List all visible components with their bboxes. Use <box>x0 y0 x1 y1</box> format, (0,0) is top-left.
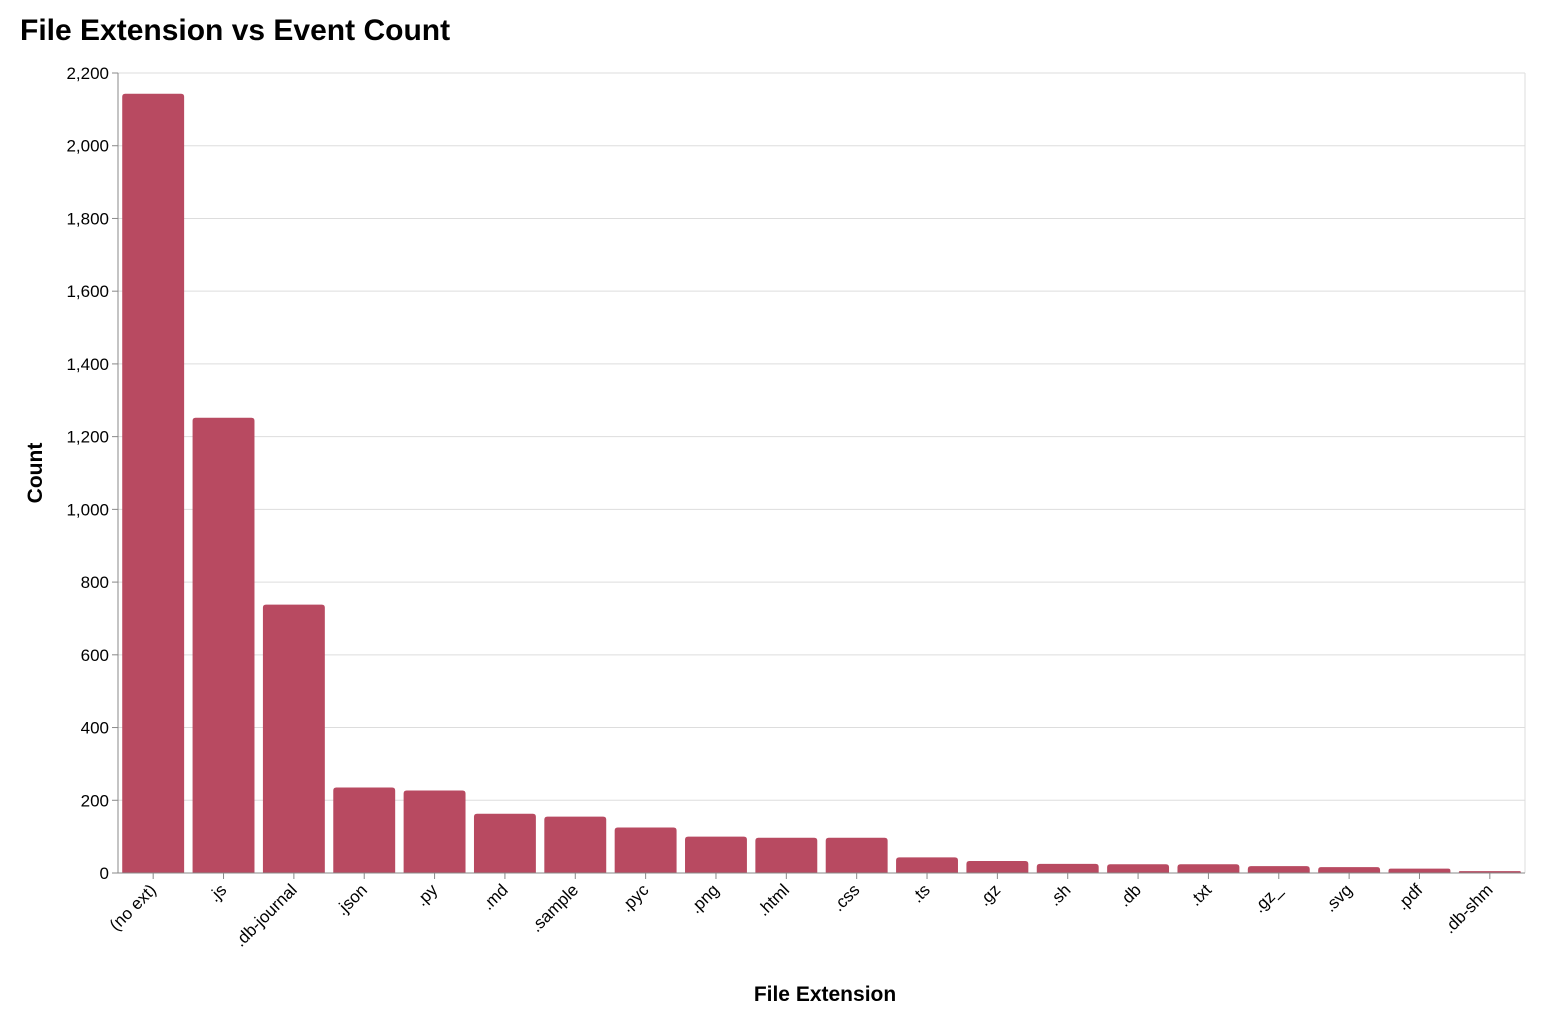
x-axis-title: File Extension <box>754 983 896 1006</box>
bar <box>825 837 888 873</box>
y-tick-label: 600 <box>81 646 109 665</box>
y-tick-label: 1,600 <box>66 282 109 301</box>
bar <box>1318 867 1381 873</box>
x-tick-label: .db-journal <box>230 880 300 950</box>
x-tick-label: .txt <box>1186 880 1216 910</box>
bar <box>192 417 255 873</box>
chart-title: File Extension vs Event Count <box>20 14 451 47</box>
x-tick-label: .ts <box>908 880 934 906</box>
x-tick-label: (no ext) <box>106 880 160 934</box>
y-tick-label: 0 <box>100 864 109 883</box>
bar <box>262 604 325 873</box>
bar <box>1107 864 1170 873</box>
x-tick-label: .gz <box>975 880 1004 909</box>
x-tick-label: .css <box>829 880 864 915</box>
bar <box>1247 866 1310 873</box>
bar <box>896 857 958 873</box>
y-tick-label: 1,800 <box>66 209 109 228</box>
x-tick-label: .gz_ <box>1249 880 1286 917</box>
axes <box>117 73 1525 874</box>
x-axis-ticks: (no ext) .js .db-journal .json .py .md .sample… <box>106 873 1497 951</box>
y-tick-label: 400 <box>81 719 109 738</box>
y-axis-title: Count <box>24 443 47 504</box>
y-tick-label: 2,000 <box>66 137 109 156</box>
bar <box>1036 863 1099 873</box>
x-tick-label: .svg <box>1320 880 1355 915</box>
y-tick-label: 1,200 <box>66 428 109 447</box>
bars <box>122 93 1521 873</box>
x-tick-label: .db-shm <box>1440 880 1497 937</box>
y-tick-label: 800 <box>81 573 109 592</box>
x-tick-label: .sample <box>527 880 583 936</box>
bar <box>1177 864 1240 873</box>
bar <box>614 827 677 873</box>
bar <box>685 836 747 873</box>
y-axis-ticks: 0 200 400 600 800 1,000 1,200 1,400 1,600 1,800 2,… <box>66 64 118 883</box>
x-tick-label: .png <box>686 880 723 917</box>
bar <box>122 93 185 873</box>
bar <box>473 813 536 873</box>
x-tick-label: .sh <box>1045 880 1074 909</box>
y-tick-label: 200 <box>81 791 109 810</box>
bar <box>966 861 1029 873</box>
y-tick-label: 2,200 <box>66 64 109 83</box>
bar <box>544 816 607 873</box>
x-tick-label: .html <box>754 880 793 919</box>
x-tick-label: .js <box>205 880 230 905</box>
gridlines <box>118 72 1526 874</box>
bar <box>333 787 396 873</box>
y-tick-label: 1,400 <box>66 355 109 374</box>
x-tick-label: .pyc <box>617 880 653 916</box>
x-tick-label: .md <box>478 880 511 913</box>
bar <box>403 790 466 873</box>
bar <box>1388 868 1451 873</box>
x-tick-label: .pdf <box>1393 880 1427 914</box>
y-tick-label: 1,000 <box>66 500 109 519</box>
x-tick-label: .py <box>412 880 442 910</box>
x-tick-label: .db <box>1115 880 1145 910</box>
x-tick-label: .json <box>332 880 371 919</box>
bar <box>755 837 818 873</box>
